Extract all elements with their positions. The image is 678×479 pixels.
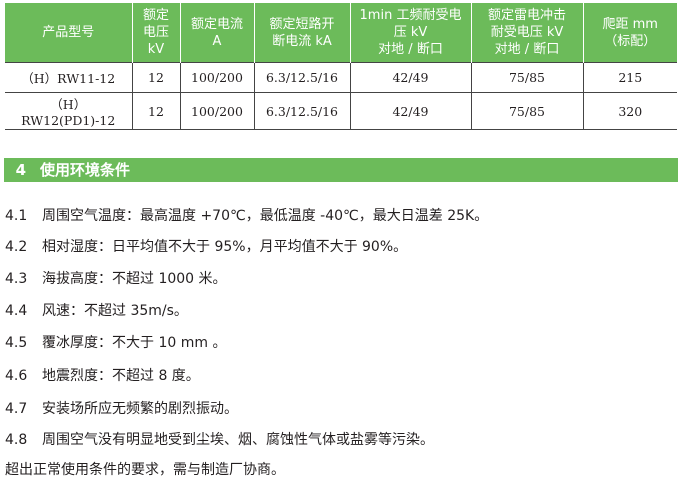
item-text: 相对湿度：日平均值不大于 95%，月平均值不大于 90%。	[42, 239, 408, 255]
item-number: 4.5	[5, 335, 28, 351]
item-number: 4.3	[5, 271, 28, 287]
section-title: 使用环境条件	[40, 161, 131, 179]
table-row: （H）RW11-12 12 100/200 6.3/12.5/16 42/49 75/85…	[5, 62, 677, 93]
item-text: 地震烈度：不超过 8 度。	[42, 368, 200, 384]
list-item: 4.2 相对湿度：日平均值不大于 95%，月平均值不大于 90%。	[5, 236, 407, 256]
cell: 75/85	[470, 62, 583, 93]
header-current: 额定电流A	[179, 3, 254, 63]
item-number: 4.8	[5, 432, 28, 448]
spec-table: 产品型号 额定 电压 kV 额定电流A 额定短路开 断电流 kA 1min 工频耐受电…	[5, 3, 677, 130]
cell: 215	[582, 62, 677, 93]
cell: （H）RW12(PD1)-12	[5, 92, 132, 130]
cell: 100/200	[179, 92, 254, 130]
header-creepage: 爬距 mm （标配）	[582, 3, 677, 63]
section-heading: 4 使用环境条件	[4, 158, 678, 182]
list-item: 4.7 安装场所应无频繁的剧烈振动。	[5, 398, 238, 418]
item-number: 4.1	[5, 208, 28, 224]
list-item: 4.6 地震烈度：不超过 8 度。	[5, 365, 200, 385]
section-number: 4	[15, 161, 26, 179]
cell: 6.3/12.5/16	[253, 62, 350, 93]
item-number: 4.7	[5, 401, 28, 417]
item-text: 覆冰厚度：不大于 10 mm 。	[42, 335, 227, 351]
cell: 320	[582, 92, 677, 130]
item-text: 周围空气没有明显地受到尘埃、烟、腐蚀性气体或盐雾等污染。	[42, 432, 434, 448]
cell: 12	[131, 92, 180, 130]
list-item: 4.8 周围空气没有明显地受到尘埃、烟、腐蚀性气体或盐雾等污染。	[5, 429, 434, 449]
cell: （H）RW11-12	[5, 62, 132, 93]
header-power-freq: 1min 工频耐受电压 kV 对地 / 断口	[349, 3, 471, 63]
table-header-row: 产品型号 额定 电压 kV 额定电流A 额定短路开 断电流 kA 1min 工频耐受电…	[5, 3, 677, 63]
header-voltage: 额定 电压 kV	[131, 3, 180, 63]
cell: 75/85	[470, 92, 583, 130]
item-text: 风速：不超过 35m/s。	[42, 303, 188, 319]
list-item: 4.5 覆冰厚度：不大于 10 mm 。	[5, 332, 226, 352]
item-number: 4.4	[5, 303, 28, 319]
cell: 12	[131, 62, 180, 93]
note: 超出正常使用条件的要求，需与制造厂协商。	[5, 462, 285, 478]
header-model: 产品型号	[5, 3, 132, 63]
header-breaking-current: 额定短路开 断电流 kA	[253, 3, 350, 63]
table-row: （H）RW12(PD1)-12 12 100/200 6.3/12.5/16 42/49…	[5, 92, 677, 130]
item-text: 海拔高度：不超过 1000 米。	[42, 271, 227, 287]
item-number: 4.6	[5, 368, 28, 384]
header-lightning-impulse: 额定雷电冲击 耐受电压 kV 对地 / 断口	[470, 3, 583, 63]
list-item: 4.1 周围空气温度：最高温度 +70℃，最低温度 -40℃，最大日温差 25K。	[5, 205, 488, 225]
item-text: 周围空气温度：最高温度 +70℃，最低温度 -40℃，最大日温差 25K。	[42, 208, 489, 224]
item-number: 4.2	[5, 239, 28, 255]
cell: 6.3/12.5/16	[253, 92, 350, 130]
list-item: 4.4 风速：不超过 35m/s。	[5, 300, 188, 320]
cell: 100/200	[179, 62, 254, 93]
item-text: 安装场所应无频繁的剧烈振动。	[42, 401, 238, 417]
list-item: 4.3 海拔高度：不超过 1000 米。	[5, 268, 227, 288]
cell: 42/49	[349, 92, 471, 130]
cell: 42/49	[349, 62, 471, 93]
